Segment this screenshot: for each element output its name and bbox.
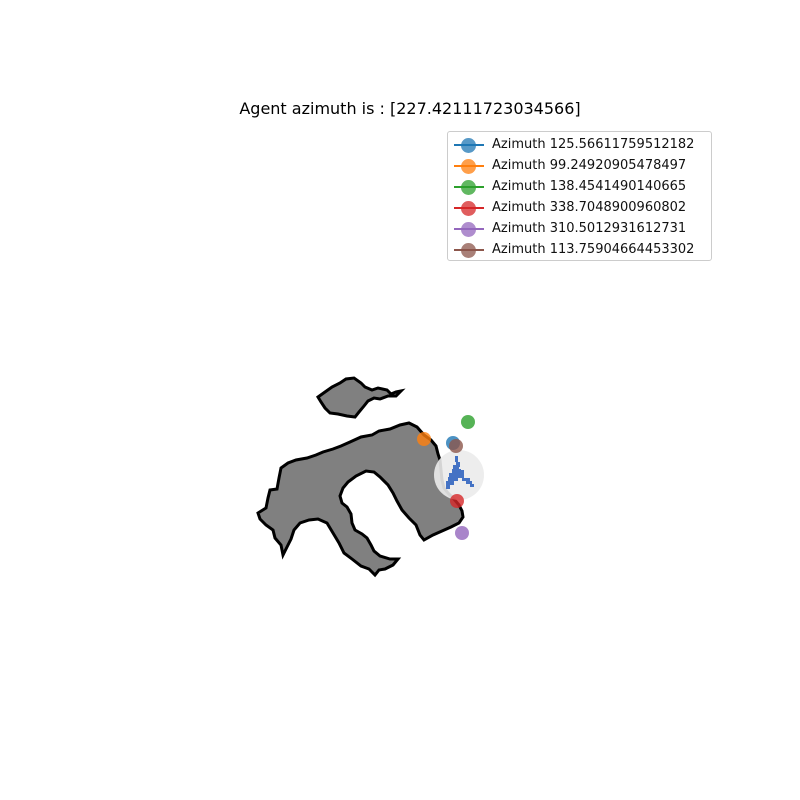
azimuth-point-5 [455,526,469,540]
agent-arrow-cell [470,484,474,487]
legend-label: Azimuth 310.5012931612731 [492,221,687,236]
azimuth-point-3 [461,415,475,429]
legend-dot [461,158,476,174]
legend-item-2: Azimuth 99.24920905478497 [448,155,711,176]
agent-arrow-cell [455,456,458,462]
azimuth-point-6 [449,439,463,453]
map-region [256,421,465,578]
legend-dot [461,179,476,195]
legend-dot [461,242,476,258]
legend-marker-icon [454,179,484,195]
legend-marker-icon [454,137,484,153]
agent-arrow-cell [446,485,450,489]
legend-label: Azimuth 125.56611759512182 [492,137,695,152]
legend-dot [461,200,476,216]
agent-arrow-cell [458,470,464,478]
agent-arrow-cell [456,462,460,467]
legend-item-4: Azimuth 338.7048900960802 [448,197,711,218]
agent-arrow-cell [449,473,462,477]
legend-dot [461,221,476,237]
legend-marker-icon [454,200,484,216]
scatter-markers [417,415,475,540]
agent-arrow-icon [446,456,474,489]
legend-label: Azimuth 138.4541490140665 [492,179,687,194]
agent-arrow-cell [448,477,458,481]
legend-item-3: Azimuth 138.4541490140665 [448,176,711,197]
azimuth-point-2 [417,432,431,446]
azimuth-point-4 [450,494,464,508]
agent-arrow-cell [453,465,459,469]
legend: Azimuth 125.56611759512182 Azimuth 99.249… [447,131,712,261]
agent-arrow-cell [446,481,454,485]
legend-item-1: Azimuth 125.56611759512182 [448,134,711,155]
legend-marker-icon [454,158,484,174]
agent-arrow-cell [466,481,472,484]
legend-marker-icon [454,221,484,237]
legend-item-6: Azimuth 113.75904664453302 [448,239,711,260]
agent-arrow-cell [462,478,470,481]
agent-arrow-cell [452,469,461,473]
map-island [316,376,406,419]
legend-label: Azimuth 113.75904664453302 [492,242,695,257]
plot-title: Agent azimuth is : [227.42111723034566] [239,99,581,118]
legend-label: Azimuth 99.24920905478497 [492,158,687,173]
legend-label: Azimuth 338.7048900960802 [492,200,687,215]
legend-item-5: Azimuth 310.5012931612731 [448,218,711,239]
legend-marker-icon [454,242,484,258]
legend-dot [461,137,476,153]
